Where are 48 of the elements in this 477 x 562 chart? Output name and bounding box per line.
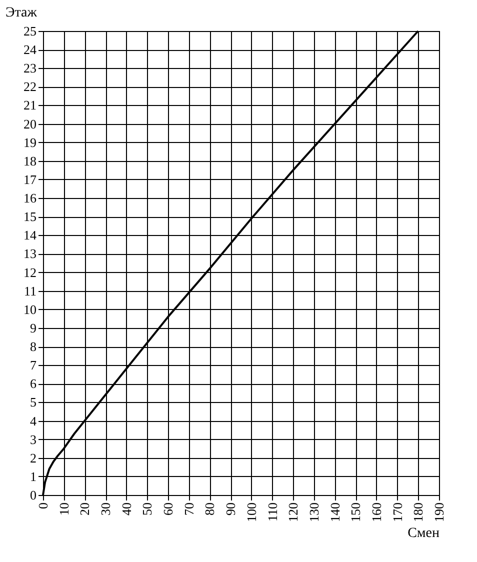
y-tick-label: 19: [24, 134, 36, 150]
y-tick-label: 17: [24, 172, 37, 187]
y-tick-label: 20: [24, 116, 36, 132]
y-tick-label: 6: [30, 376, 37, 392]
x-tick-label: 180: [410, 502, 426, 522]
x-tick-label: 90: [223, 502, 238, 516]
y-tick-label: 7: [30, 358, 37, 373]
x-tick-label: 0: [36, 502, 50, 509]
x-tick-label: 10: [56, 502, 72, 516]
y-tick-label: 10: [24, 302, 36, 317]
y-axis-title: Этаж: [6, 6, 38, 20]
y-tick-label: 2: [30, 450, 36, 466]
y-tick-label: 18: [24, 153, 36, 168]
x-tick-label: 150: [348, 502, 364, 522]
x-tick-label: 40: [118, 502, 134, 516]
y-tick-label: 8: [30, 339, 36, 354]
y-tick-label: 3: [30, 432, 36, 447]
y-tick-label: 11: [24, 283, 36, 298]
y-tick-label: 21: [24, 98, 36, 113]
y-tick-label: 14: [24, 228, 37, 243]
y-tick-label: 24: [24, 42, 37, 58]
y-tick-label: 22: [24, 79, 36, 94]
y-tick-label: 0: [30, 488, 36, 502]
y-tick-label: 15: [24, 209, 36, 224]
x-tick-label: 60: [160, 502, 176, 516]
x-tick-label: 190: [432, 502, 446, 522]
x-tick-label: 50: [140, 502, 155, 516]
y-tick-label: 13: [24, 246, 36, 262]
x-tick-label: 170: [390, 502, 405, 522]
x-tick-label: 80: [202, 502, 218, 516]
y-tick-label: 23: [24, 60, 36, 76]
y-tick-label: 25: [24, 24, 36, 38]
x-tick-label: 20: [77, 502, 92, 516]
x-tick-label: 120: [286, 502, 301, 522]
x-tick-label: 160: [368, 502, 384, 522]
x-tick-label: 110: [264, 502, 280, 522]
x-tick-label: 140: [327, 502, 342, 522]
x-tick-label: 100: [244, 502, 259, 522]
y-tick-label: 5: [30, 394, 36, 410]
y-tick-label: 1: [30, 468, 36, 484]
y-tick-label: 4: [30, 413, 37, 428]
x-axis-title: Смен: [408, 526, 440, 541]
y-tick-label: 12: [24, 264, 36, 280]
x-tick-label: 130: [306, 502, 322, 522]
y-tick-label: 16: [24, 190, 37, 206]
y-tick-label: 9: [30, 320, 36, 336]
x-tick-label: 70: [181, 502, 196, 516]
x-tick-label: 30: [98, 502, 114, 516]
